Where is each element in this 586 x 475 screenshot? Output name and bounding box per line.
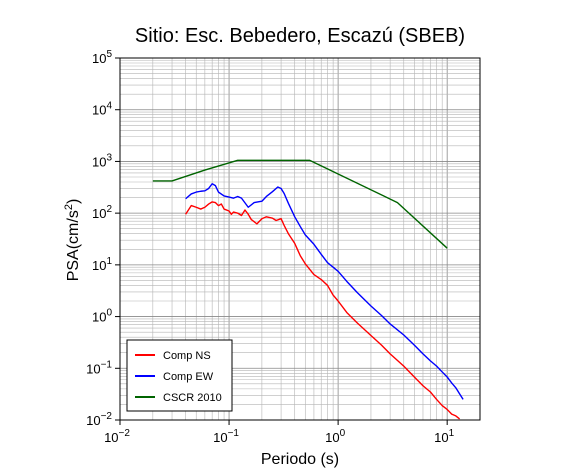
x-tick-label: 10−2 <box>104 428 130 445</box>
x-tick-label: 101 <box>434 428 454 445</box>
y-tick-label: 102 <box>92 204 112 221</box>
axis-ticks: 10−2 10−1 100 101 10−2 10−1 100 101 102 103 104 105 <box>86 49 454 445</box>
series-line-cscr-2010 <box>152 159 448 249</box>
y-tick-label: 105 <box>92 49 112 66</box>
series-line-comp-ns <box>185 201 461 420</box>
y-tick-label: 101 <box>92 256 112 273</box>
y-tick-label: 104 <box>92 101 112 118</box>
grid <box>120 58 480 420</box>
legend-label-comp-ns: Comp NS <box>163 350 211 362</box>
x-tick-label: 100 <box>325 428 345 445</box>
plot-frame <box>119 57 481 421</box>
y-axis-label: PSA(cm/s2) <box>63 199 82 282</box>
series-line-comp-ew <box>185 183 464 400</box>
legend-label-comp-ew: Comp EW <box>163 371 214 383</box>
legend-label-cscr-2010: CSCR 2010 <box>163 392 222 404</box>
y-tick-label: 10−2 <box>86 411 112 428</box>
y-tick-label: 100 <box>92 308 112 325</box>
y-tick-label: 103 <box>92 152 112 169</box>
series-lines <box>152 159 464 420</box>
y-tick-label: 10−1 <box>86 359 112 376</box>
legend: Comp NS Comp EW CSCR 2010 <box>126 339 233 412</box>
x-axis-label: Periodo (s) <box>261 451 339 468</box>
chart-title: Sitio: Esc. Bebedero, Escazú (SBEB) <box>135 25 465 47</box>
x-tick-label: 10−1 <box>213 428 239 445</box>
